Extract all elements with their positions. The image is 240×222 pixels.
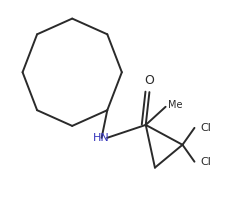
Text: Me: Me: [168, 100, 182, 110]
Text: O: O: [144, 74, 154, 87]
Text: HN: HN: [93, 133, 110, 143]
Text: Cl: Cl: [200, 123, 211, 133]
Text: Cl: Cl: [200, 157, 211, 167]
